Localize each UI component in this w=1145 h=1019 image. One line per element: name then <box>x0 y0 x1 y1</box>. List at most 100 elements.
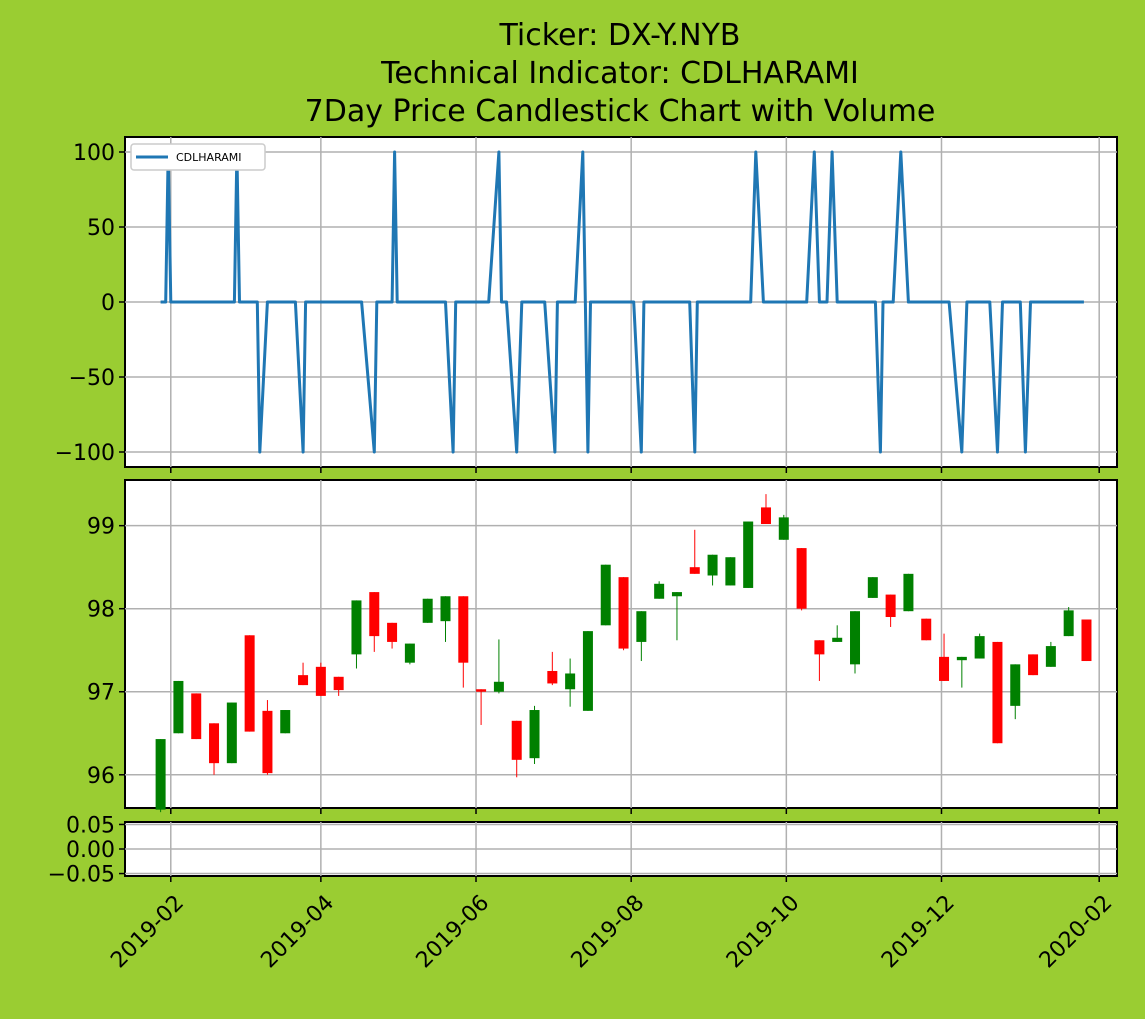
candle-body <box>903 573 914 612</box>
candle-body <box>814 640 825 655</box>
y-tick-label: 96 <box>87 764 115 789</box>
candle-body <box>885 594 896 618</box>
candle <box>422 598 433 623</box>
x-tick-label: 2019-12 <box>877 891 960 974</box>
candle-body <box>1010 664 1021 706</box>
candle-body <box>778 517 789 540</box>
candle <box>404 643 415 665</box>
candle-body <box>867 577 878 598</box>
candle <box>476 689 487 725</box>
y-tick-label: 100 <box>73 141 115 166</box>
cdlharami-series-line <box>160 150 1084 454</box>
candle <box>796 548 807 611</box>
candle <box>725 557 736 586</box>
candle-body <box>493 681 504 692</box>
y-tick-label: 0.00 <box>66 838 115 863</box>
candle <box>511 720 522 778</box>
candle-body <box>511 720 522 760</box>
y-tick-label: −50 <box>69 366 115 391</box>
candle-body <box>743 521 754 588</box>
candle-body <box>760 507 771 525</box>
candle-body <box>387 622 398 642</box>
candle-body <box>191 693 202 740</box>
candle-body <box>796 548 807 609</box>
candle <box>226 702 237 764</box>
candle <box>671 592 682 641</box>
indicator-panel: 100 50 0 −50 −100 CDLHARAMI <box>55 136 1118 468</box>
candle <box>992 641 1003 744</box>
candle <box>974 633 985 659</box>
candle-body <box>1028 654 1039 676</box>
candle <box>547 651 558 686</box>
candle <box>1063 607 1074 637</box>
candle-body <box>600 564 611 626</box>
candle <box>369 592 380 652</box>
candle <box>743 521 754 588</box>
candle <box>921 618 932 641</box>
candle-body <box>458 596 469 663</box>
candle <box>155 739 166 813</box>
indicator-y-ticks: 100 50 0 −50 −100 <box>55 141 125 466</box>
candle <box>903 573 914 612</box>
y-tick-label: 99 <box>87 515 115 540</box>
candle-body <box>298 675 309 686</box>
y-tick-label: 98 <box>87 598 115 623</box>
candle-body <box>689 567 700 574</box>
chart-title-line-1: Ticker: DX-Y.NYB <box>499 18 741 53</box>
candle <box>618 577 629 651</box>
candle-body <box>582 631 593 711</box>
indicator-line-layer <box>160 150 1084 454</box>
candle <box>778 514 789 540</box>
indicator-legend: CDLHARAMI <box>130 143 266 171</box>
candle-body <box>369 592 380 637</box>
price-candles-layer <box>155 494 1092 813</box>
candle-body <box>1063 610 1074 637</box>
candle <box>850 611 861 674</box>
candle-body <box>404 643 415 663</box>
volume-gridlines <box>125 822 1117 876</box>
x-tick-label: 2019-06 <box>412 891 495 974</box>
candle <box>298 662 309 686</box>
candle <box>689 529 700 574</box>
candle <box>244 635 255 732</box>
chart-title-line-3: 7Day Price Candlestick Chart with Volume <box>305 94 936 129</box>
y-tick-label: 97 <box>87 681 115 706</box>
price-y-ticks: 96 97 98 99 <box>87 515 125 789</box>
candle <box>1010 664 1021 720</box>
candle-body <box>636 611 647 642</box>
candle-body <box>226 702 237 764</box>
candle-body <box>725 557 736 586</box>
price-panel: 96 97 98 99 <box>87 479 1118 813</box>
candle-body <box>351 600 362 655</box>
candle-body <box>440 596 451 622</box>
candle <box>458 596 469 688</box>
chart-title-line-2: Technical Indicator: CDLHARAMI <box>380 56 859 91</box>
candle-body <box>1081 619 1092 662</box>
candle <box>582 631 593 711</box>
volume-y-ticks: 0.050.00−0.05 <box>48 813 125 888</box>
candle-body <box>280 710 291 734</box>
candle <box>387 622 398 649</box>
candle-body <box>832 637 843 642</box>
candle <box>1081 619 1092 662</box>
candle <box>209 723 220 775</box>
candle <box>832 625 843 642</box>
candle-body <box>618 577 629 649</box>
y-tick-label: 0 <box>101 291 115 316</box>
candle <box>351 600 362 669</box>
candle-body <box>529 710 540 759</box>
candle-body <box>956 656 967 661</box>
candle-body <box>1045 646 1056 667</box>
y-tick-label: −100 <box>55 441 115 466</box>
candle <box>529 705 540 764</box>
candle-body <box>315 666 326 696</box>
candle <box>173 680 184 734</box>
candle <box>1045 641 1056 667</box>
candle-body <box>992 641 1003 744</box>
x-tick-label: 2019-04 <box>256 891 339 974</box>
candle-body <box>547 670 558 684</box>
candle-body <box>422 598 433 623</box>
candle <box>1028 654 1039 676</box>
candle-body <box>262 710 273 774</box>
x-tick-label: 2019-02 <box>106 891 189 974</box>
